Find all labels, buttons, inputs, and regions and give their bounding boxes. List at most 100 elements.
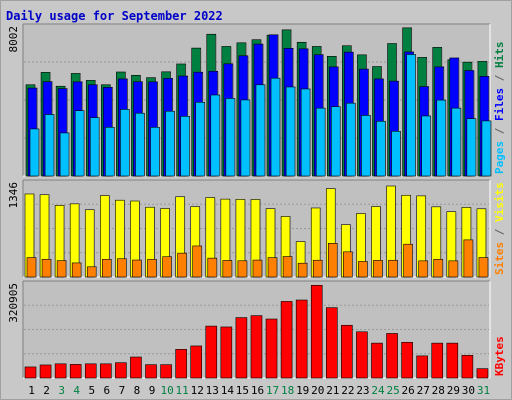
bar-kbytes-day-14	[220, 326, 233, 379]
bar-kbytes-day-12	[190, 345, 203, 379]
bar-pages-day-27	[421, 115, 431, 177]
bar-sites-day-9	[147, 259, 157, 278]
bar-kbytes-day-6	[100, 363, 112, 379]
day-label-15: 15	[236, 384, 249, 397]
bar-sites-day-30	[463, 239, 474, 278]
day-label-30: 30	[462, 384, 475, 397]
bar-sites-day-8	[132, 259, 142, 278]
bar-sites-day-7	[117, 258, 127, 278]
right-label-panel2-part-1: /	[493, 222, 506, 242]
bar-kbytes-day-27	[416, 355, 428, 379]
day-label-11: 11	[176, 384, 189, 397]
bar-pages-day-30	[466, 118, 477, 177]
bar-kbytes-day-7	[115, 362, 127, 379]
bar-sites-day-26	[403, 243, 413, 278]
right-label-panel3-part-0: KBytes	[493, 336, 506, 376]
bar-pages-day-1	[29, 128, 40, 177]
bar-sites-day-28	[433, 258, 444, 278]
day-label-25: 25	[386, 384, 399, 397]
bar-pages-day-16	[255, 84, 266, 177]
bar-kbytes-day-18	[280, 301, 293, 379]
bar-sites-day-16	[252, 259, 263, 278]
day-label-21: 21	[326, 384, 339, 397]
bar-pages-day-31	[481, 120, 492, 177]
day-label-23: 23	[356, 384, 369, 397]
bar-pages-day-25	[391, 130, 401, 177]
bar-kbytes-day-15	[235, 317, 248, 379]
bar-kbytes-day-29	[446, 342, 459, 379]
bar-pages-day-29	[451, 107, 462, 177]
bar-pages-day-19	[300, 88, 311, 177]
bar-sites-day-12	[192, 245, 203, 278]
bar-kbytes-day-26	[401, 341, 413, 379]
bar-sites-day-1	[26, 257, 37, 278]
day-label-18: 18	[281, 384, 294, 397]
day-label-31: 31	[477, 384, 490, 397]
bar-kbytes-day-11	[175, 349, 187, 379]
right-axis-label-panel2: Sites / Visits	[493, 182, 506, 275]
day-label-28: 28	[432, 384, 445, 397]
bar-pages-day-5	[89, 117, 100, 177]
bar-pages-day-10	[165, 110, 175, 177]
bar-pages-day-6	[105, 126, 115, 177]
bar-sites-day-21	[327, 243, 338, 278]
day-label-16: 16	[251, 384, 264, 397]
day-label-24: 24	[371, 384, 385, 397]
bar-sites-day-10	[162, 256, 172, 278]
bar-kbytes-day-31	[476, 368, 489, 379]
bar-pages-day-17	[270, 77, 281, 177]
bar-kbytes-day-25	[386, 333, 398, 379]
day-label-4: 4	[73, 384, 80, 397]
bar-sites-day-2	[41, 258, 52, 278]
right-label-panel1-part-3: /	[493, 68, 506, 88]
bar-kbytes-day-9	[145, 364, 157, 379]
bar-pages-day-21	[330, 106, 341, 177]
right-label-panel2-part-0: Sites	[493, 242, 506, 275]
bar-kbytes-day-2	[39, 364, 52, 379]
bar-kbytes-day-17	[265, 318, 278, 379]
panel-visits-sites-ymax-label: 1346	[7, 182, 20, 209]
right-axis-label-panel3: KBytes	[493, 336, 506, 376]
day-label-29: 29	[447, 384, 460, 397]
bar-pages-day-9	[150, 126, 160, 177]
right-label-panel1-part-1: /	[493, 121, 506, 141]
bar-kbytes-day-24	[371, 342, 383, 379]
right-label-panel1-part-0: Pages	[493, 141, 506, 174]
day-label-1: 1	[28, 384, 35, 397]
bar-sites-day-17	[267, 257, 278, 278]
bar-sites-day-6	[102, 258, 112, 278]
day-label-7: 7	[119, 384, 126, 397]
bar-sites-day-27	[418, 260, 428, 278]
day-label-14: 14	[221, 384, 235, 397]
bar-kbytes-day-19	[295, 299, 308, 379]
bar-kbytes-day-1	[24, 366, 37, 379]
bar-pages-day-13	[210, 94, 221, 177]
bar-pages-day-2	[44, 114, 55, 177]
day-label-12: 12	[191, 384, 204, 397]
day-label-3: 3	[58, 384, 65, 397]
bar-kbytes-day-3	[54, 363, 67, 379]
bar-pages-day-28	[436, 99, 447, 177]
bar-pages-day-3	[59, 132, 70, 177]
bar-pages-day-11	[180, 116, 190, 177]
bar-kbytes-day-5	[84, 363, 97, 379]
day-label-17: 17	[266, 384, 279, 397]
day-label-27: 27	[417, 384, 430, 397]
day-label-10: 10	[160, 384, 173, 397]
right-axis-label-panel1: Pages / Files / Hits	[493, 42, 506, 175]
bar-pages-day-15	[240, 99, 251, 177]
bar-sites-day-29	[448, 260, 459, 278]
panel-pages-files-hits-ymax-label: 8002	[7, 26, 20, 53]
bar-pages-day-26	[406, 54, 416, 177]
day-label-19: 19	[296, 384, 309, 397]
day-label-20: 20	[311, 384, 324, 397]
right-label-panel1-part-4: Hits	[493, 42, 506, 69]
bar-pages-day-14	[225, 98, 236, 177]
panel-kbytes-ymax-label: 320905	[7, 283, 20, 323]
bar-sites-day-15	[237, 260, 248, 278]
bar-pages-day-18	[285, 86, 296, 177]
bar-kbytes-day-30	[461, 355, 474, 379]
day-label-26: 26	[402, 384, 415, 397]
right-label-panel2-part-2: Visits	[493, 182, 506, 222]
